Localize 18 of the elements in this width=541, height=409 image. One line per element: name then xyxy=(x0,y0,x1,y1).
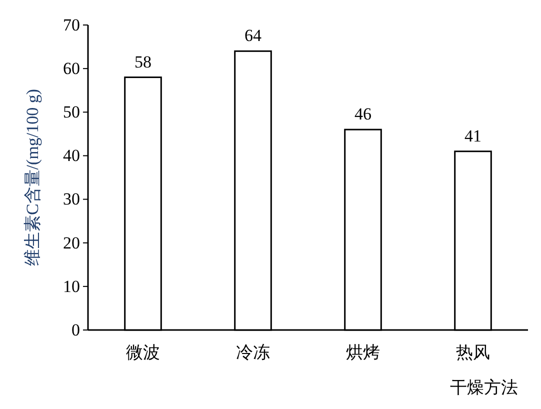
y-tick-label: 30 xyxy=(63,190,80,209)
data-label: 58 xyxy=(134,52,152,72)
y-tick-label: 0 xyxy=(72,320,80,340)
data-label: 46 xyxy=(354,104,372,124)
y-tick-label: 60 xyxy=(63,59,80,78)
x-axis-title: 干燥方法 xyxy=(450,378,518,397)
data-label: 64 xyxy=(244,26,262,46)
y-tick-label: 20 xyxy=(63,233,80,252)
data-label: 41 xyxy=(464,126,482,146)
x-tick-label: 热风 xyxy=(456,343,490,362)
x-tick-label: 微波 xyxy=(126,343,160,362)
y-tick-label: 10 xyxy=(63,276,80,296)
x-tick-label: 烘烤 xyxy=(346,343,380,362)
y-tick-label: 70 xyxy=(63,15,80,34)
y-tick-label: 50 xyxy=(63,102,80,122)
y-tick-label: 40 xyxy=(63,146,80,166)
y-axis-title: 维生素C含量/(mg/100 g) xyxy=(23,88,42,266)
x-tick-label: 冷冻 xyxy=(236,343,270,362)
